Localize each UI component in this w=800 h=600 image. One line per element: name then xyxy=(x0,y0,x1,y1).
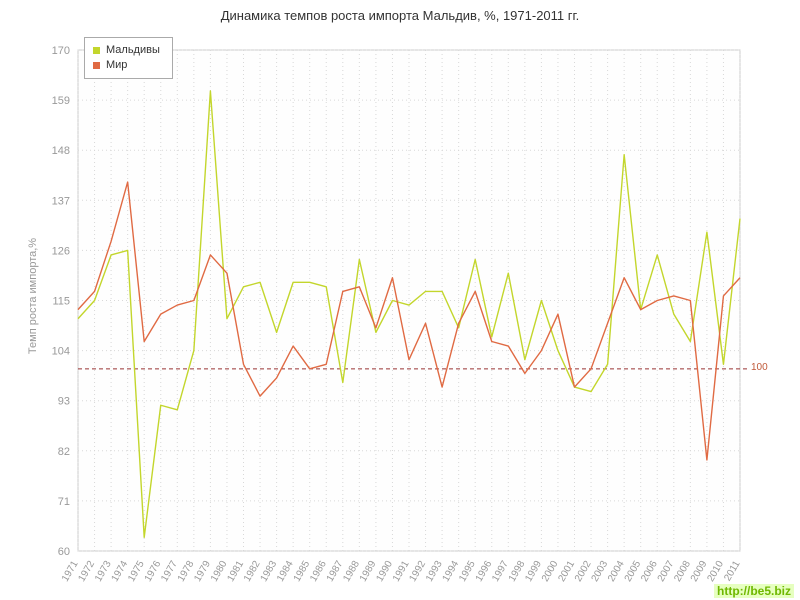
plot-area xyxy=(77,49,741,552)
svg-text:82: 82 xyxy=(58,446,70,458)
svg-text:115: 115 xyxy=(52,296,70,308)
svg-text:60: 60 xyxy=(58,546,70,558)
legend-label-world: Мир xyxy=(106,59,128,71)
svg-text:170: 170 xyxy=(52,45,70,57)
svg-text:93: 93 xyxy=(58,396,70,408)
chart-title: Динамика темпов роста импорта Мальдив, %… xyxy=(220,8,580,23)
legend-item-maldives: Мальдивы xyxy=(93,43,160,58)
refline-label: 100 xyxy=(751,362,768,373)
watermark-link[interactable]: http://be5.biz xyxy=(714,584,794,598)
svg-text:2010: 2010 xyxy=(705,559,726,584)
world-swatch-icon xyxy=(93,61,100,69)
y-tick-labels: 60 71 82 93 104 115 126 137 148 159 170 xyxy=(52,45,70,558)
maldives-swatch-icon xyxy=(93,46,100,54)
x-tick-labels: 1971197219731974197519761977197819791980… xyxy=(60,559,743,584)
svg-text:126: 126 xyxy=(52,245,70,257)
legend-item-world: Мир xyxy=(93,58,160,73)
svg-text:2011: 2011 xyxy=(722,559,742,584)
world-line xyxy=(77,181,741,461)
svg-text:104: 104 xyxy=(52,346,70,358)
y-axis-label: Темп роста импорта,% xyxy=(27,237,39,355)
legend: Мальдивы Мир xyxy=(84,37,173,79)
legend-label-maldives: Мальдивы xyxy=(106,44,160,56)
maldives-line xyxy=(77,90,741,539)
svg-text:137: 137 xyxy=(52,195,70,207)
svg-text:148: 148 xyxy=(52,145,70,157)
svg-text:71: 71 xyxy=(58,496,70,508)
svg-text:159: 159 xyxy=(52,95,70,107)
